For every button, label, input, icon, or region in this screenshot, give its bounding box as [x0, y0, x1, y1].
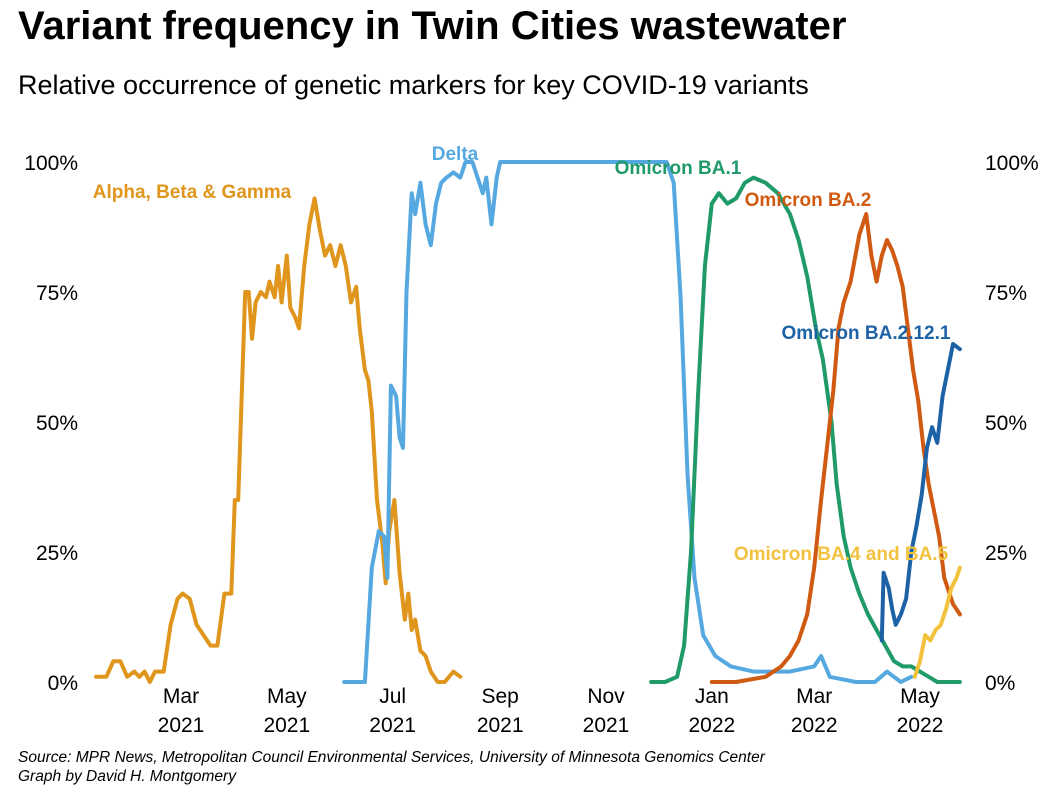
- series-line-omicron-ba-1: [649, 175, 962, 684]
- x-tick-month: Nov: [587, 685, 625, 708]
- x-tick-month: May: [900, 685, 940, 708]
- x-tick-year: 2022: [897, 714, 944, 737]
- series-line-omicron-ba-2: [709, 212, 962, 684]
- series-line-omicron-ba-4-and-ba-5: [912, 565, 962, 679]
- credit-note: Graph by David H. Montgomery: [18, 768, 236, 785]
- x-tick-year: 2021: [158, 714, 205, 737]
- x-tick-month: Mar: [796, 685, 832, 708]
- x-tick-year: 2022: [791, 714, 838, 737]
- series-line-omicron-ba-2-12-1: [879, 342, 962, 643]
- y-tick-label-left: 0%: [48, 672, 78, 695]
- series-line-alpha-beta-gamma: [94, 196, 463, 684]
- x-tick-year: 2021: [369, 714, 416, 737]
- x-axis: Mar 2021 May 2021 Jul 2021 Sep 2021 Nov 2021 Jan 20…: [158, 685, 944, 737]
- series-label: Omicron BA.4 and BA.5: [734, 544, 949, 565]
- chart-subtitle: Relative occurrence of genetic markers f…: [18, 70, 809, 100]
- y-tick-label-left: 100%: [24, 152, 78, 175]
- y-tick-label-right: 100%: [985, 152, 1039, 175]
- x-tick-year: 2022: [688, 714, 735, 737]
- source-note: Source: MPR News, Metropolitan Council E…: [18, 749, 765, 766]
- series-label: Alpha, Beta & Gamma: [93, 182, 292, 203]
- x-tick-year: 2021: [583, 714, 630, 737]
- x-tick-month: May: [267, 685, 307, 708]
- y-tick-label-right: 25%: [985, 542, 1027, 565]
- x-tick-year: 2021: [263, 714, 310, 737]
- chart-title: Variant frequency in Twin Cities wastewa…: [18, 4, 847, 48]
- series-label: Omicron BA.2: [745, 190, 872, 211]
- series-label: Omicron BA.2.12.1: [782, 323, 951, 344]
- y-tick-label-left: 75%: [36, 282, 78, 305]
- y-tick-label-right: 75%: [985, 282, 1027, 305]
- y-tick-label-left: 50%: [36, 412, 78, 435]
- x-tick-month: Jan: [695, 685, 729, 708]
- y-tick-label-right: 0%: [985, 672, 1015, 695]
- x-tick-month: Jul: [379, 685, 406, 708]
- y-axis-right: 0% 25% 50% 75% 100%: [985, 152, 1039, 695]
- y-tick-label-left: 25%: [36, 542, 78, 565]
- series-line-delta: [342, 160, 914, 684]
- x-tick-month: Sep: [482, 685, 519, 708]
- series-lines: [94, 160, 962, 684]
- series-label: Delta: [432, 144, 479, 165]
- y-axis-left: 0% 25% 50% 75% 100%: [24, 152, 78, 695]
- x-tick-month: Mar: [163, 685, 199, 708]
- x-tick-year: 2021: [477, 714, 524, 737]
- series-label: Omicron BA.1: [615, 158, 742, 179]
- y-tick-label-right: 50%: [985, 412, 1027, 435]
